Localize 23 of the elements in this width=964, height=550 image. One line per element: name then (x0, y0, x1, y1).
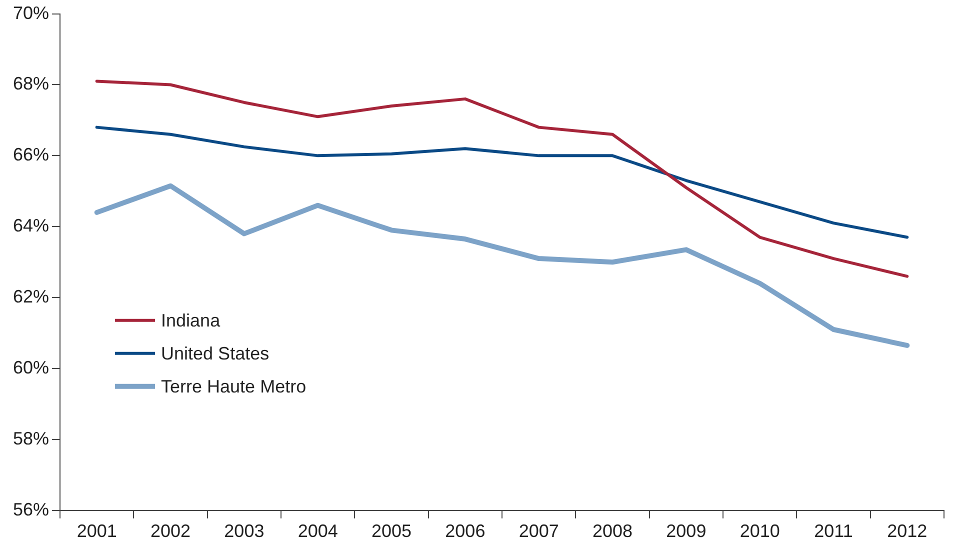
legend-label: United States (161, 343, 270, 364)
x-tick-label: 2001 (76, 521, 117, 542)
x-tick-label: 2005 (371, 521, 412, 542)
y-tick-label: 68% (12, 74, 50, 94)
y-tick-label: 58% (12, 428, 50, 448)
x-tick-label: 2004 (298, 521, 338, 542)
x-tick-label: 2012 (887, 521, 928, 542)
legend-label: Indiana (161, 310, 222, 330)
x-tick-label: 2010 (740, 521, 780, 542)
y-tick-label: 64% (12, 216, 50, 236)
x-tick-label: 2006 (445, 521, 486, 542)
x-tick-label: 2011 (814, 521, 853, 542)
x-tick-label: 2002 (150, 521, 191, 542)
x-tick-label: 2007 (518, 521, 559, 542)
y-tick-label: 60% (12, 357, 50, 378)
y-tick-label: 70% (12, 2, 50, 23)
legend-label: Terre Haute Metro (161, 376, 306, 396)
x-tick-label: 2009 (666, 521, 706, 542)
y-tick-label: 62% (12, 286, 50, 307)
x-tick-label: 2008 (592, 521, 633, 542)
y-tick-label: 66% (12, 144, 50, 165)
y-tick-label: 56% (12, 499, 50, 520)
x-tick-label: 2003 (224, 521, 264, 542)
